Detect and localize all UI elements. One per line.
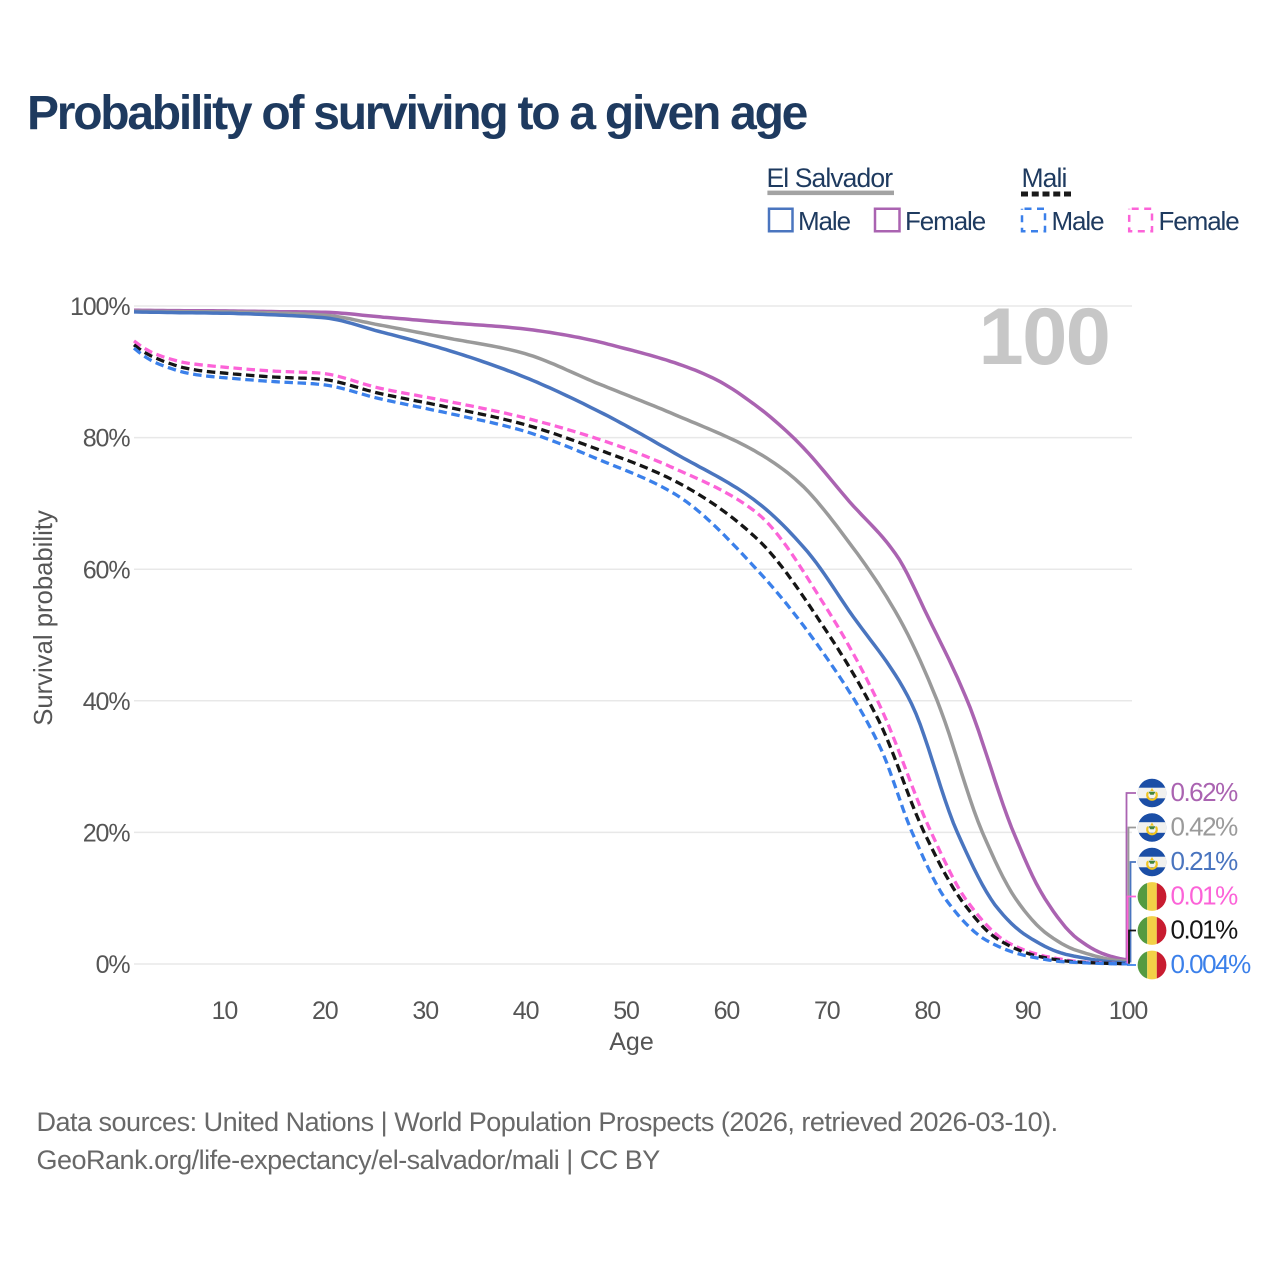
svg-text:0.62%: 0.62% <box>1171 777 1239 807</box>
svg-text:100: 100 <box>979 292 1110 382</box>
svg-text:50: 50 <box>613 997 639 1025</box>
svg-text:80%: 80% <box>83 425 131 453</box>
svg-text:100: 100 <box>1109 997 1148 1025</box>
svg-text:20%: 20% <box>83 820 131 848</box>
svg-text:0%: 0% <box>96 951 131 979</box>
svg-text:0.004%: 0.004% <box>1171 949 1252 979</box>
svg-text:100%: 100% <box>70 293 130 321</box>
svg-text:Survival probability: Survival probability <box>30 510 58 726</box>
svg-text:70: 70 <box>814 997 840 1025</box>
svg-text:30: 30 <box>412 997 438 1025</box>
svg-text:80: 80 <box>914 997 940 1025</box>
svg-text:40%: 40% <box>83 688 131 716</box>
svg-text:0.01%: 0.01% <box>1171 915 1239 945</box>
svg-text:40: 40 <box>513 997 539 1025</box>
svg-text:0.01%: 0.01% <box>1171 881 1239 911</box>
svg-text:90: 90 <box>1015 997 1041 1025</box>
svg-text:60%: 60% <box>83 556 131 584</box>
svg-text:0.21%: 0.21% <box>1171 846 1239 876</box>
svg-text:60: 60 <box>714 997 740 1025</box>
svg-text:0.42%: 0.42% <box>1171 812 1239 842</box>
svg-text:10: 10 <box>212 997 238 1025</box>
svg-text:20: 20 <box>312 997 338 1025</box>
svg-text:Age: Age <box>609 1028 653 1056</box>
